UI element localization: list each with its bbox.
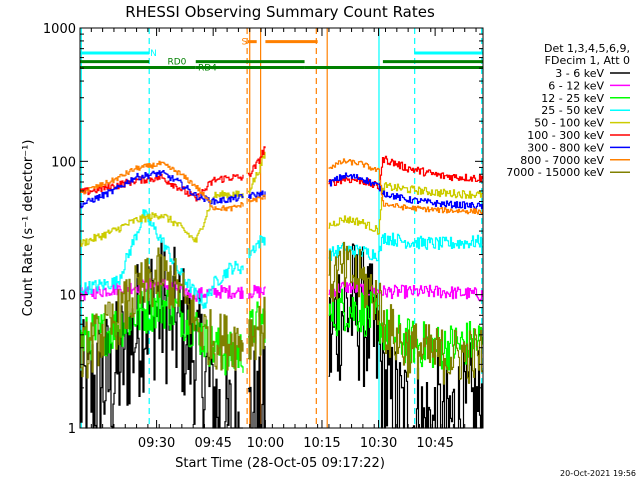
- series-100-300kev: [80, 146, 484, 202]
- axes: 1 10 100 1000 09:30 09:45 10:00 10:15 10:30 10:45: [43, 22, 483, 451]
- footer-timestamp: 20-Oct-2021 19:56: [560, 469, 636, 478]
- series-line: [80, 209, 244, 309]
- y-axis-label: Count Rate (s⁻¹ detector⁻¹): [21, 140, 36, 317]
- flag-label: N: [150, 49, 157, 59]
- legend-label: 300 - 800 keV: [527, 141, 604, 154]
- series-lines: [80, 146, 484, 429]
- series-line: [248, 151, 266, 193]
- legend-header: Det 1,3,4,5,6,9,: [544, 42, 630, 55]
- series-7000-15000kev: [80, 241, 484, 385]
- series-line: [248, 194, 266, 203]
- series-12-25kev: [80, 284, 484, 376]
- y-tick-label: 1000: [43, 22, 76, 37]
- series-800-7000kev: [80, 158, 484, 215]
- series-line: [80, 170, 244, 209]
- series-line: [248, 146, 266, 177]
- legend: Det 1,3,4,5,6,9,FDecim 1, Att 03 - 6 keV…: [506, 42, 630, 179]
- y-tick-label: 1: [68, 422, 76, 437]
- series-line: [80, 284, 244, 376]
- series-line: [80, 160, 244, 212]
- x-tick-label: 09:45: [194, 436, 231, 451]
- series-line: [248, 334, 266, 429]
- series-line: [80, 173, 244, 202]
- legend-label: 100 - 300 keV: [527, 129, 604, 142]
- legend-label: 12 - 25 keV: [541, 92, 604, 105]
- legend-label: 7000 - 15000 keV: [506, 166, 604, 179]
- series-3-6kev: [80, 240, 484, 429]
- legend-label: 6 - 12 keV: [548, 79, 604, 92]
- series-line: [328, 232, 484, 262]
- series-line: [328, 172, 484, 210]
- legend-label: 50 - 100 keV: [534, 117, 604, 130]
- flag-label: RD4: [198, 64, 217, 74]
- series-line: [80, 247, 244, 379]
- series-line: [328, 155, 484, 190]
- flag-bars: N RD0 RD4 S: [80, 38, 483, 74]
- series-line: [248, 296, 266, 361]
- legend-header: FDecim 1, Att 0: [545, 54, 630, 67]
- series-line: [248, 284, 266, 299]
- x-tick-label: 10:45: [416, 436, 453, 451]
- series-line: [248, 235, 266, 259]
- series-25-50kev: [80, 209, 484, 309]
- series-line: [328, 288, 484, 371]
- time-marker-lines: [80, 28, 483, 428]
- x-tick-label: 10:15: [303, 436, 340, 451]
- x-tick-label: 10:00: [247, 436, 284, 451]
- series-line: [328, 182, 484, 235]
- series-line: [328, 241, 484, 385]
- series-line: [328, 158, 484, 215]
- series-50-100kev: [80, 151, 484, 247]
- flag-label: S: [241, 38, 247, 48]
- x-axis-label: Start Time (28-Oct-05 09:17:22): [175, 456, 385, 471]
- series-line: [248, 301, 266, 344]
- flag-label: RD0: [167, 58, 186, 68]
- chart-title: RHESSI Observing Summary Count Rates: [125, 3, 435, 21]
- y-tick-label: 100: [51, 155, 76, 170]
- plot-frame: [79, 27, 484, 429]
- legend-label: 25 - 50 keV: [541, 104, 604, 117]
- legend-label: 800 - 7000 keV: [520, 154, 604, 167]
- y-tick-label: 10: [59, 289, 76, 304]
- series-line: [80, 190, 244, 247]
- x-tick-label: 09:30: [138, 436, 175, 451]
- x-tick-label: 10:30: [360, 436, 397, 451]
- legend-label: 3 - 6 keV: [555, 67, 604, 80]
